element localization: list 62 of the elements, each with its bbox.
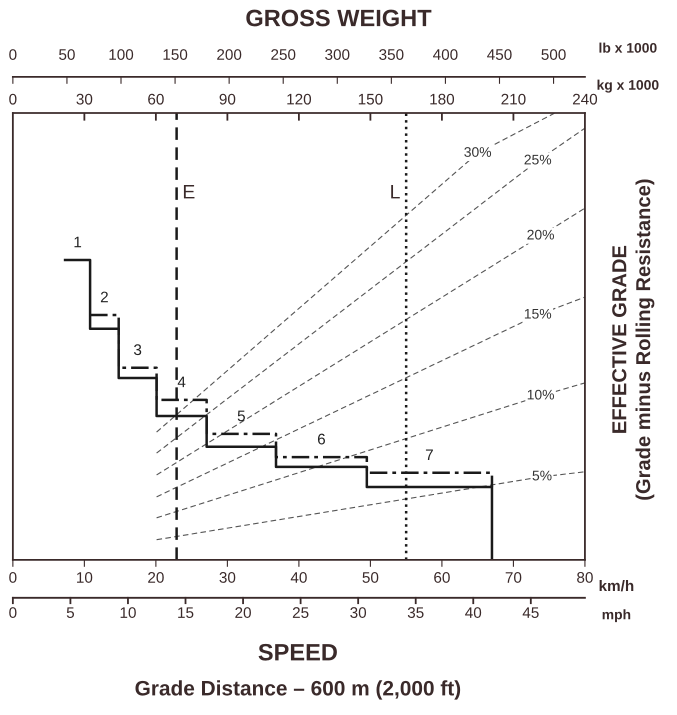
- annotation: 3: [134, 344, 142, 356]
- text: 25: [292, 607, 308, 618]
- ref-line-label: E: [184, 185, 194, 198]
- x-tick-label: 10: [77, 572, 92, 583]
- x2-tick-label: 350: [379, 49, 404, 60]
- text: 210: [501, 94, 526, 105]
- x2-tick-label: 250: [271, 49, 296, 60]
- text: 15: [178, 607, 194, 618]
- text: 240: [572, 94, 598, 105]
- annotation: 7: [426, 449, 433, 460]
- x2-tick-label: 100: [109, 49, 134, 60]
- series-label: 20%: [527, 230, 554, 240]
- annotation: 2: [100, 292, 108, 302]
- text: 0: [9, 94, 17, 105]
- annotation: 6: [318, 434, 325, 444]
- x-tick-label: 80: [577, 572, 593, 583]
- text: 5: [66, 607, 74, 618]
- text: Grade Distance – 600 m (2,000 ft): [135, 680, 460, 700]
- annotation: 4: [178, 376, 186, 388]
- text: 150: [358, 94, 383, 105]
- x2-tick-label: 300: [325, 49, 350, 60]
- x2-tick-label: 500: [541, 49, 566, 60]
- text: 45: [522, 607, 539, 618]
- text: 35: [408, 607, 424, 618]
- text: 40: [465, 607, 482, 618]
- series-label: 30%: [464, 147, 492, 157]
- text: 10: [120, 607, 136, 618]
- x-tick-label: 0: [9, 572, 17, 583]
- x2-axis-title: lb x 1000: [599, 42, 657, 53]
- y-axis-title: EFFECTIVE GRADE (Grade minus Rolling Resistance): [612, 179, 654, 500]
- x-tick-label: 70: [506, 572, 522, 583]
- x2-tick-label: 0: [9, 49, 17, 60]
- text: 30: [350, 607, 366, 618]
- x2-tick-label: 450: [487, 49, 512, 60]
- x-tick-label: 20: [148, 572, 164, 583]
- series-label: 10%: [528, 390, 554, 400]
- x-tick-label: 60: [434, 572, 450, 583]
- x-tick-label: 50: [362, 572, 378, 583]
- x-tick-label: 30: [219, 572, 236, 583]
- text: kg x 1000: [598, 80, 659, 93]
- series-label: 25%: [524, 154, 552, 165]
- text: 30: [76, 94, 92, 105]
- text: mph: [602, 609, 630, 622]
- x-tick-label: 40: [290, 572, 307, 583]
- chart-title: GROSS WEIGHT: [246, 10, 432, 26]
- annotation: 1: [74, 236, 82, 248]
- text: SPEED: [258, 644, 337, 661]
- text: 20: [235, 607, 251, 618]
- text: 0: [9, 607, 17, 618]
- text: 90: [220, 94, 236, 105]
- text: 180: [430, 94, 454, 105]
- x2-tick-label: 400: [433, 49, 458, 60]
- annotation: 5: [238, 410, 245, 422]
- text: 60: [148, 94, 164, 105]
- series-label: 15%: [524, 308, 552, 319]
- x-axis-title: km/h: [600, 580, 634, 592]
- x2-tick-label: 200: [217, 49, 242, 60]
- x2-tick-label: 150: [163, 49, 188, 60]
- x2-tick-label: 50: [59, 49, 75, 60]
- ref-line-label: L: [391, 185, 400, 198]
- series-label: 5%: [532, 470, 552, 480]
- text: 120: [287, 94, 312, 105]
